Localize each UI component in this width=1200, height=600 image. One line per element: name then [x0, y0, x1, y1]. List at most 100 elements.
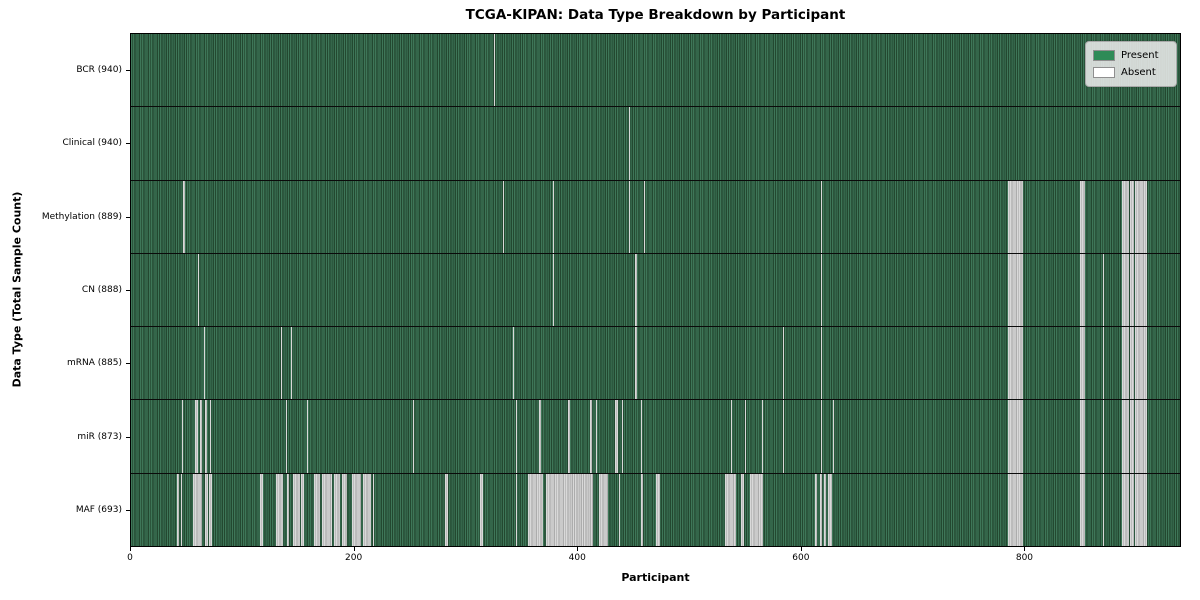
- absent-stripe: [552, 180, 554, 253]
- heatmap-row-mir: [131, 399, 1180, 473]
- heatmap-row-maf: [131, 472, 1180, 546]
- xtick-label-800: 800: [1015, 553, 1034, 563]
- xtick-label-600: 600: [792, 553, 810, 563]
- absent-stripe: [655, 473, 660, 546]
- absent-stripe: [290, 327, 292, 400]
- absent-stripe: [516, 473, 518, 546]
- absent-stripe: [1135, 253, 1147, 327]
- absent-stripe: [480, 473, 483, 546]
- heatmap-row-mrna: [131, 326, 1180, 400]
- absent-stripe: [1135, 327, 1147, 400]
- legend-absent-swatch: [1093, 67, 1115, 78]
- absent-stripe: [209, 473, 213, 546]
- absent-stripe: [182, 400, 184, 473]
- absent-stripe: [210, 400, 212, 473]
- absent-stripe: [644, 180, 646, 253]
- absent-stripe: [1129, 400, 1135, 473]
- xtick-mark: [577, 547, 579, 551]
- absent-stripe: [589, 400, 592, 473]
- absent-stripe: [1008, 473, 1023, 546]
- ytick-mark: [126, 363, 130, 365]
- absent-stripe: [622, 400, 624, 473]
- absent-stripe: [493, 34, 495, 107]
- ytick-label-mrna: mRNA (885): [67, 358, 122, 369]
- absent-stripe: [1129, 473, 1135, 546]
- absent-stripe: [1102, 473, 1105, 546]
- absent-stripe: [724, 473, 736, 546]
- absent-stripe: [1008, 253, 1023, 327]
- absent-stripe: [528, 473, 543, 546]
- absent-stripe: [351, 473, 361, 546]
- absent-stripe: [761, 400, 763, 473]
- chart-title: TCGA-KIPAN: Data Type Breakdown by Parti…: [465, 7, 846, 23]
- absent-stripe: [203, 327, 205, 400]
- absent-stripe: [260, 473, 263, 546]
- xtick-mark: [1024, 547, 1026, 551]
- legend-item-absent: Absent: [1093, 64, 1169, 81]
- xtick-mark: [130, 547, 131, 551]
- absent-stripe: [1135, 473, 1147, 546]
- legend-item-present: Present: [1093, 47, 1169, 64]
- absent-stripe: [596, 400, 598, 473]
- absent-stripe: [276, 473, 283, 546]
- absent-stripe: [413, 400, 415, 473]
- absent-stripe: [1129, 253, 1135, 327]
- absent-stripe: [502, 180, 504, 253]
- absent-stripe: [824, 473, 827, 546]
- xtick-label-400: 400: [568, 553, 586, 563]
- absent-stripe: [750, 473, 763, 546]
- absent-stripe: [819, 473, 822, 546]
- absent-stripe: [204, 473, 208, 546]
- absent-stripe: [1008, 400, 1023, 473]
- ytick-mark: [126, 436, 130, 438]
- absent-stripe: [193, 473, 203, 546]
- absent-stripe: [444, 473, 448, 546]
- absent-stripe: [363, 473, 371, 546]
- absent-stripe: [280, 327, 282, 400]
- xtick-mark: [353, 547, 355, 551]
- absent-stripe: [1102, 327, 1105, 400]
- absent-stripe: [635, 327, 637, 400]
- legend-present-label: Present: [1121, 50, 1159, 61]
- xtick-label-0: 0: [127, 553, 133, 563]
- absent-stripe: [820, 400, 822, 473]
- absent-stripe: [300, 473, 304, 546]
- legend-present-swatch: [1093, 50, 1115, 61]
- absent-stripe: [176, 473, 179, 546]
- absent-stripe: [1079, 180, 1086, 253]
- absent-stripe: [1121, 327, 1129, 400]
- absent-stripe: [1135, 400, 1147, 473]
- absent-stripe: [197, 253, 200, 327]
- ytick-mark: [126, 510, 130, 512]
- absent-stripe: [568, 400, 570, 473]
- absent-stripe: [539, 400, 541, 473]
- absent-stripe: [183, 180, 185, 253]
- absent-stripe: [744, 400, 746, 473]
- absent-stripe: [1102, 400, 1105, 473]
- absent-stripe: [200, 400, 203, 473]
- heatmap-row-methylation: [131, 179, 1180, 253]
- absent-stripe: [341, 473, 348, 546]
- absent-stripe: [512, 327, 514, 400]
- ytick-mark: [126, 216, 130, 218]
- absent-stripe: [292, 473, 300, 546]
- absent-stripe: [815, 473, 818, 546]
- absent-stripe: [1121, 400, 1129, 473]
- absent-stripe: [828, 473, 832, 546]
- absent-stripe: [286, 400, 288, 473]
- absent-stripe: [314, 473, 320, 546]
- absent-stripe: [194, 400, 198, 473]
- absent-stripe: [287, 473, 290, 546]
- ytick-mark: [126, 143, 130, 145]
- absent-stripe: [820, 327, 822, 400]
- absent-stripe: [618, 473, 620, 546]
- ytick-label-mir: miR (873): [77, 431, 122, 442]
- absent-stripe: [1121, 473, 1129, 546]
- absent-stripe: [741, 473, 744, 546]
- legend: Present Absent: [1085, 41, 1177, 87]
- heatmap-row-bcr: [131, 34, 1180, 107]
- absent-stripe: [782, 327, 784, 400]
- ytick-label-maf: MAF (693): [75, 505, 122, 516]
- legend-absent-label: Absent: [1121, 67, 1156, 78]
